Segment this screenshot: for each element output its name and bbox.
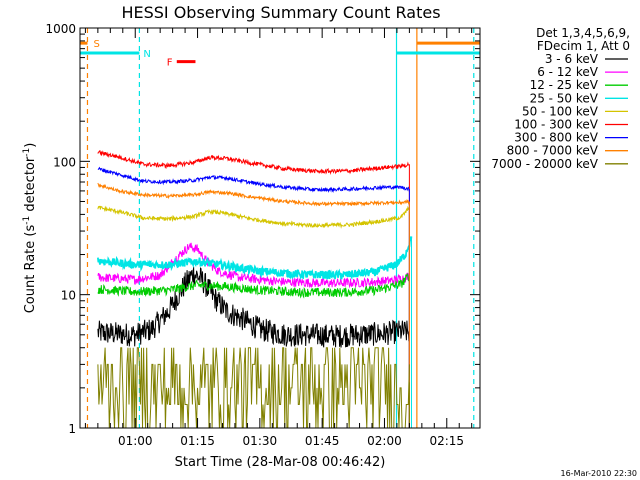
x-tick-label-2: 01:30 [243, 434, 278, 448]
series-line-6 [97, 166, 410, 194]
x-axis-label: Start Time (28-Mar-08 00:46:42) [175, 455, 386, 470]
axes: 1 10 100 1000 01:00 01:15 01:30 01:45 02:00 02:15 [45, 22, 480, 448]
y-axis-label-part: detector [23, 156, 38, 216]
x-tick-label-4: 02:00 [367, 434, 402, 448]
chart-title: HESSI Observing Summary Count Rates [121, 3, 440, 22]
footer-timestamp: 16-Mar-2010 22:30 [561, 469, 638, 478]
y-axis-label-sup2: -1 [22, 148, 32, 157]
plot-frame [79, 27, 481, 429]
series-line-2 [97, 272, 410, 299]
series-line-5 [97, 150, 409, 175]
x-tick-label-0: 01:00 [118, 434, 153, 448]
y-tick-label-3: 1000 [45, 22, 76, 36]
legend-label-3: 25 - 50 keV [530, 91, 599, 105]
saa-flag-label: S [93, 39, 99, 50]
legend-label-8: 7000 - 20000 keV [491, 157, 598, 171]
series-line-0 [97, 266, 410, 348]
series-line-8 [97, 347, 410, 429]
legend-label-0: 3 - 6 keV [545, 52, 599, 66]
y-axis-label: Count Rate (s-1 detector-1) [22, 143, 38, 314]
legend-label-4: 50 - 100 keV [522, 104, 599, 118]
series-line-1 [97, 242, 410, 289]
legend: Det 1,3,4,5,6,9, FDecim 1, Att 0 3 - 6 k… [491, 26, 630, 171]
y-tick-label-0: 1 [68, 422, 76, 436]
flare-flag-label: F [167, 58, 173, 69]
legend-label-1: 6 - 12 keV [537, 65, 599, 79]
legend-header-line-2: FDecim 1, Att 0 [537, 39, 630, 53]
series-line-3 [97, 236, 413, 281]
y-axis-label-part: ) [23, 143, 38, 148]
legend-header-line-1: Det 1,3,4,5,6,9, [536, 26, 630, 40]
y-axis-label-sup1: -1 [22, 216, 32, 225]
legend-label-6: 300 - 800 keV [514, 131, 598, 145]
series-line-4 [97, 205, 410, 229]
series-line-7 [97, 182, 410, 207]
y-axis-label-part: Count Rate (s [23, 225, 38, 314]
x-tick-label-5: 02:15 [429, 434, 464, 448]
night-flag-label: N [143, 49, 150, 60]
y-tick-label-1: 10 [61, 289, 76, 303]
x-tick-label-3: 01:45 [305, 434, 340, 448]
legend-label-5: 100 - 300 keV [514, 118, 598, 132]
plot-area: S N F [80, 28, 480, 429]
legend-label-7: 800 - 7000 keV [507, 144, 599, 158]
legend-label-2: 12 - 25 keV [530, 78, 599, 92]
y-tick-label-2: 100 [53, 155, 76, 169]
x-tick-label-1: 01:15 [180, 434, 215, 448]
